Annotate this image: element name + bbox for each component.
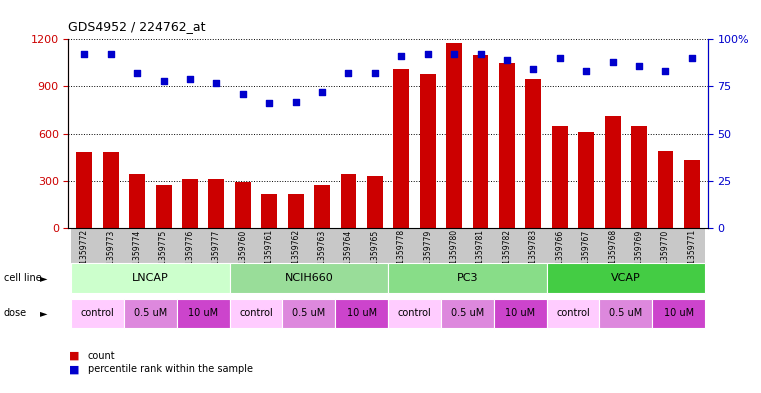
Point: [422, 51, 434, 57]
Text: PC3: PC3: [457, 273, 478, 283]
Bar: [658, 151, 673, 228]
Text: control: control: [81, 309, 114, 318]
Text: control: control: [398, 309, 431, 318]
Point: [184, 76, 196, 82]
Point: [527, 66, 540, 73]
Text: control: control: [556, 309, 590, 318]
Point: [686, 55, 698, 61]
Bar: [76, 152, 92, 228]
Text: 0.5 uM: 0.5 uM: [610, 309, 642, 318]
Bar: [209, 179, 224, 228]
Bar: [605, 116, 620, 228]
Bar: [129, 174, 145, 228]
Bar: [314, 185, 330, 228]
Bar: [182, 179, 198, 228]
Text: VCAP: VCAP: [611, 273, 641, 283]
Point: [263, 100, 275, 107]
Text: 10 uM: 10 uM: [505, 309, 535, 318]
Bar: [156, 185, 171, 228]
Point: [633, 62, 645, 69]
Point: [607, 59, 619, 65]
Bar: [499, 63, 515, 228]
Bar: [446, 43, 462, 228]
Text: count: count: [88, 351, 115, 361]
Text: GDS4952 / 224762_at: GDS4952 / 224762_at: [68, 20, 206, 33]
Text: dose: dose: [4, 309, 27, 318]
Bar: [525, 79, 541, 228]
Point: [290, 98, 302, 105]
Bar: [341, 174, 356, 228]
Text: 0.5 uM: 0.5 uM: [292, 309, 326, 318]
Point: [369, 70, 381, 76]
Point: [554, 55, 566, 61]
Bar: [103, 152, 119, 228]
Bar: [261, 194, 277, 228]
Text: 10 uM: 10 uM: [664, 309, 694, 318]
Text: 10 uM: 10 uM: [188, 309, 218, 318]
Point: [501, 57, 513, 63]
Bar: [578, 132, 594, 228]
Point: [131, 70, 143, 76]
Text: cell line: cell line: [4, 273, 42, 283]
Text: ►: ►: [40, 273, 47, 283]
Text: 10 uM: 10 uM: [346, 309, 377, 318]
Bar: [393, 69, 409, 228]
Point: [659, 68, 671, 75]
Point: [237, 91, 249, 97]
Text: LNCAP: LNCAP: [132, 273, 169, 283]
Text: ■: ■: [68, 364, 79, 375]
Bar: [552, 126, 568, 228]
Point: [580, 68, 592, 75]
Text: ►: ►: [40, 309, 47, 318]
Point: [474, 51, 486, 57]
Bar: [684, 160, 700, 228]
Text: ■: ■: [68, 351, 79, 361]
Point: [210, 79, 222, 86]
Text: percentile rank within the sample: percentile rank within the sample: [88, 364, 253, 375]
Text: control: control: [239, 309, 273, 318]
Point: [395, 53, 407, 59]
Point: [105, 51, 117, 57]
Text: 0.5 uM: 0.5 uM: [451, 309, 484, 318]
Bar: [473, 55, 489, 228]
Bar: [631, 126, 647, 228]
Point: [342, 70, 355, 76]
Point: [316, 89, 328, 95]
Text: 0.5 uM: 0.5 uM: [134, 309, 167, 318]
Text: NCIH660: NCIH660: [285, 273, 333, 283]
Point: [78, 51, 91, 57]
Bar: [367, 176, 383, 228]
Bar: [288, 194, 304, 228]
Bar: [235, 182, 251, 228]
Point: [158, 78, 170, 84]
Bar: [420, 74, 435, 228]
Point: [448, 51, 460, 57]
